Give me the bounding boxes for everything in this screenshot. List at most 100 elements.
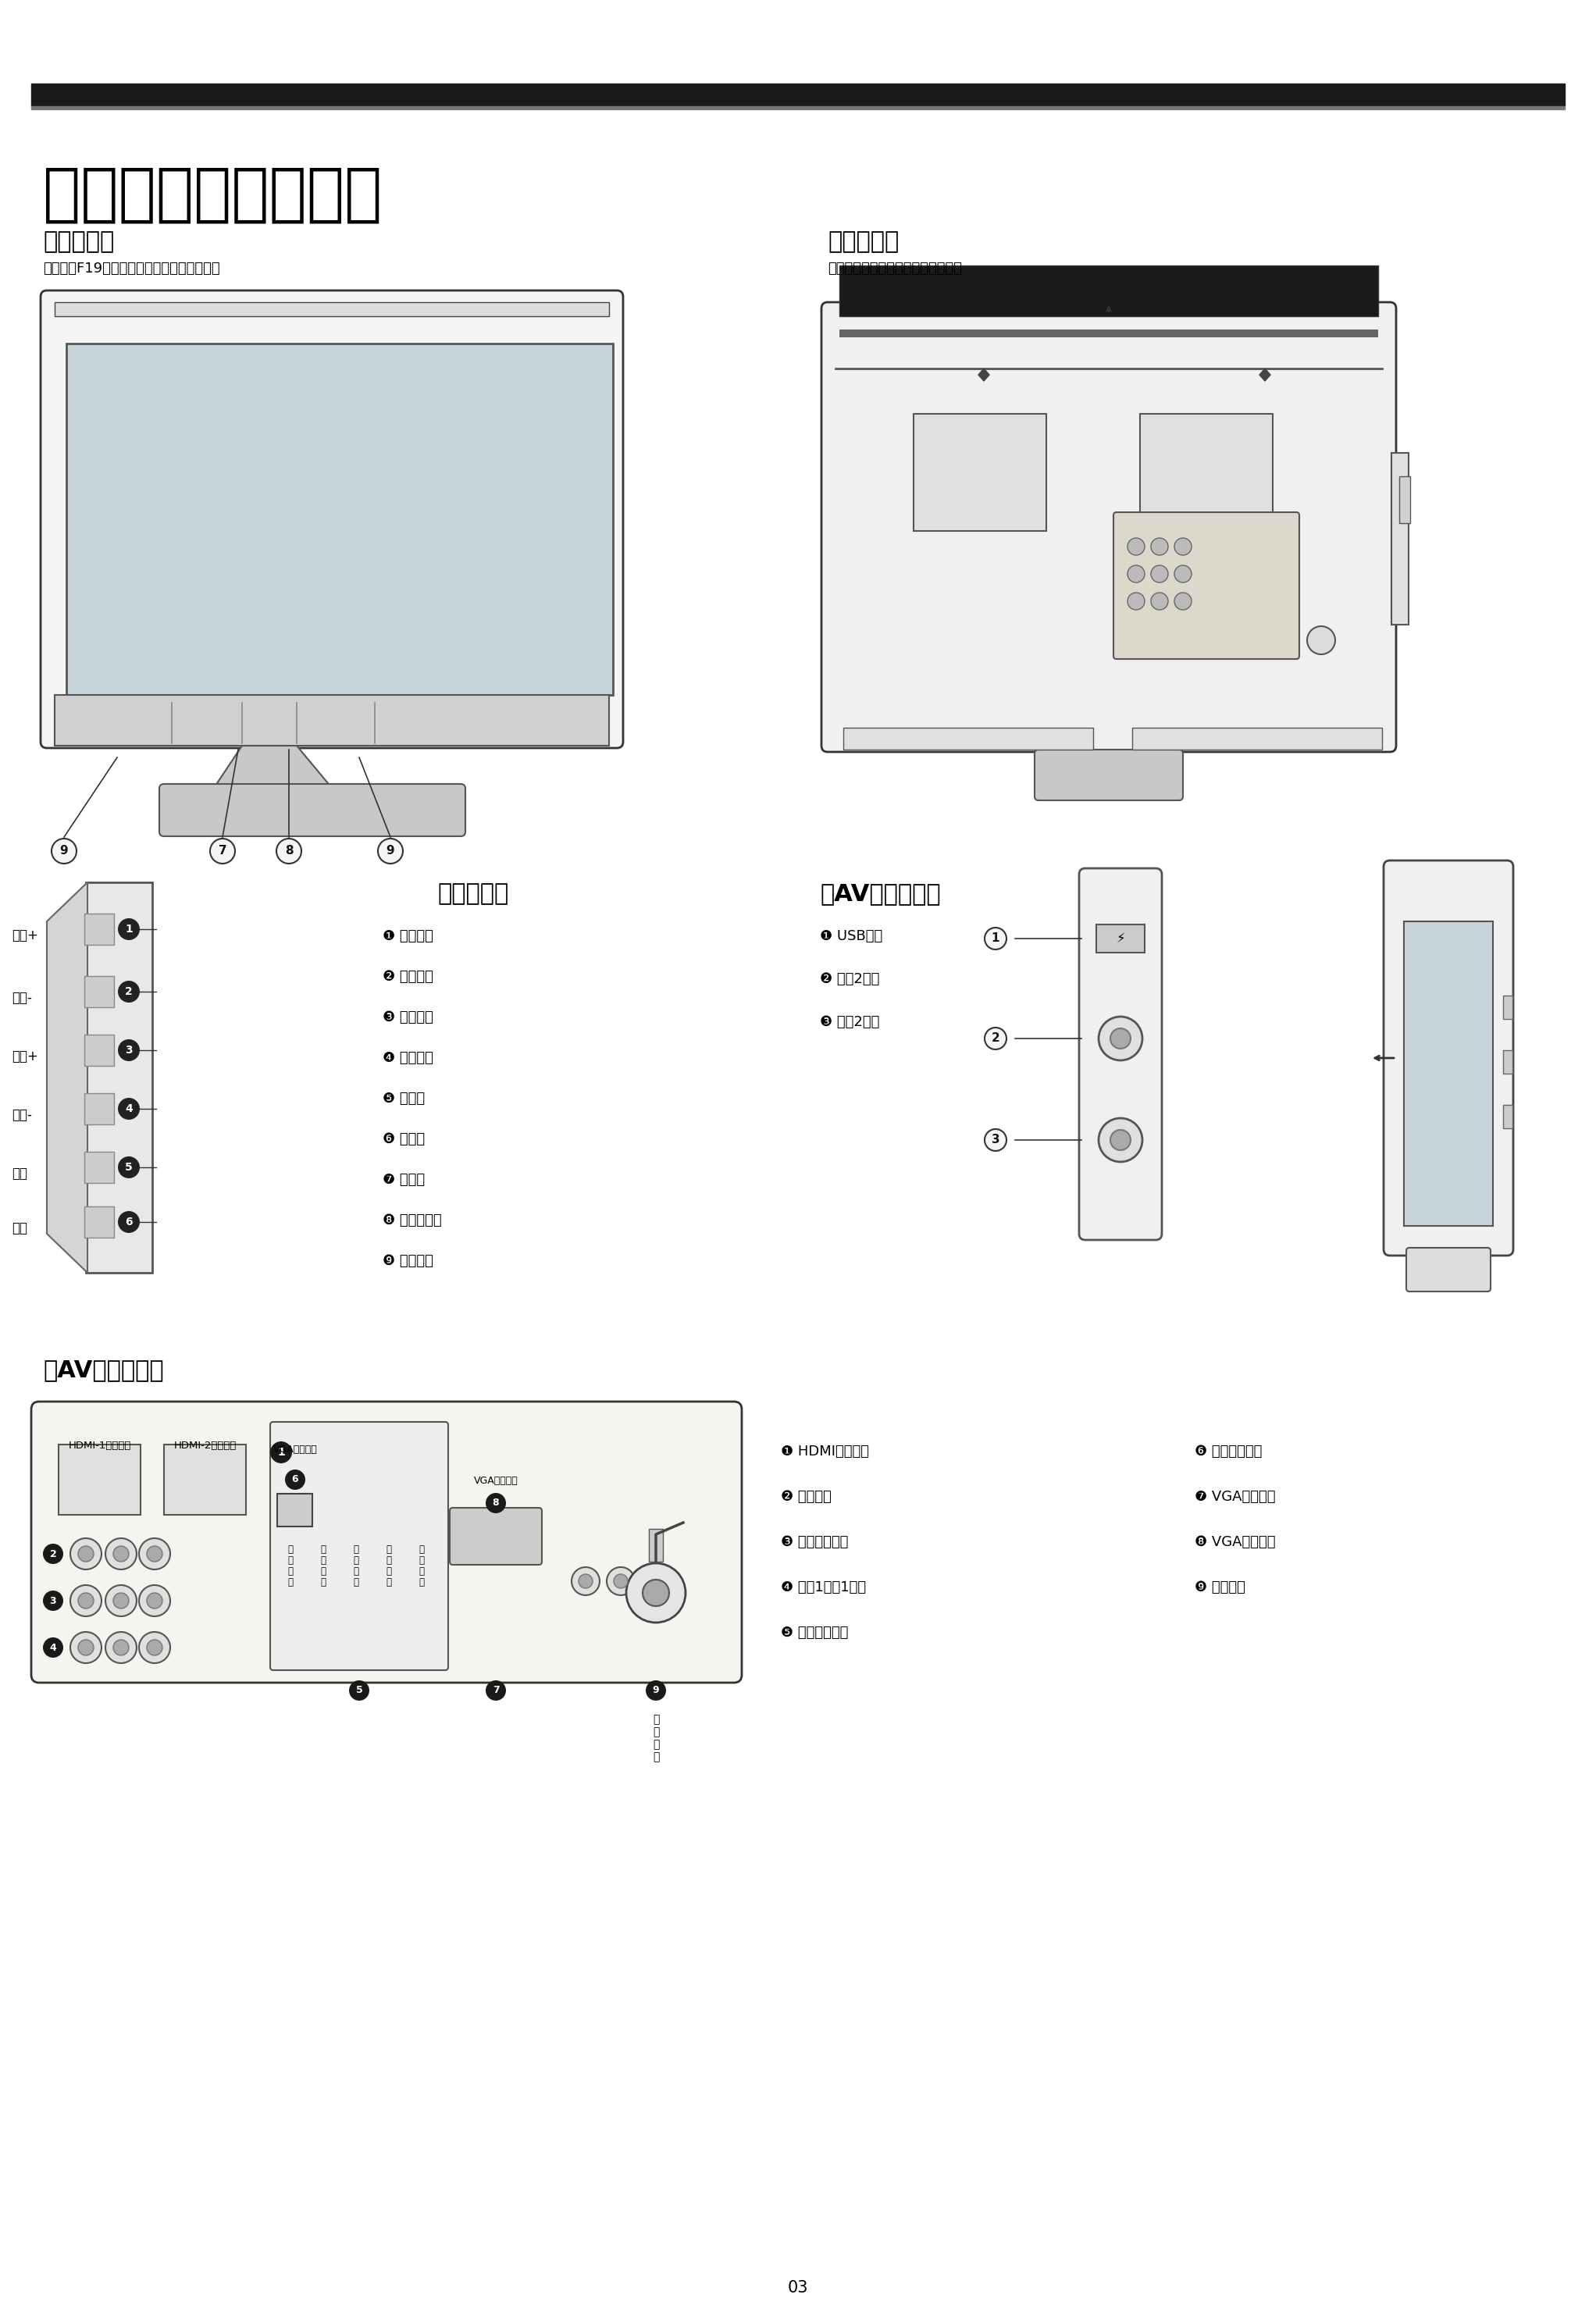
Text: 音量-: 音量- bbox=[11, 1109, 32, 1123]
Text: ❾ 左右脚八: ❾ 左右脚八 bbox=[383, 1254, 433, 1268]
Text: 侧AV端子示意图: 侧AV端子示意图 bbox=[820, 883, 940, 906]
Text: ❸ 分量音频输入: ❸ 分量音频输入 bbox=[780, 1535, 847, 1549]
Circle shape bbox=[350, 1680, 369, 1701]
Bar bbox=[59, 1445, 140, 1514]
Bar bbox=[54, 302, 610, 316]
Circle shape bbox=[643, 1579, 669, 1607]
Text: 9: 9 bbox=[61, 846, 69, 857]
Text: ❶ USB接口: ❶ USB接口 bbox=[820, 929, 883, 943]
FancyBboxPatch shape bbox=[1384, 860, 1513, 1256]
Text: ❺ 视频音频输出: ❺ 视频音频输出 bbox=[780, 1625, 847, 1639]
Circle shape bbox=[1098, 1017, 1143, 1060]
FancyBboxPatch shape bbox=[270, 1422, 448, 1671]
Text: 7: 7 bbox=[219, 846, 227, 857]
Text: 1: 1 bbox=[991, 934, 999, 945]
Text: 9: 9 bbox=[386, 846, 394, 857]
Bar bbox=[164, 1445, 246, 1514]
Text: 3: 3 bbox=[991, 1134, 999, 1146]
Text: ❹ 音量减键: ❹ 音量减键 bbox=[383, 1051, 433, 1065]
Bar bbox=[1503, 996, 1513, 1019]
Circle shape bbox=[70, 1632, 102, 1664]
Text: 3: 3 bbox=[49, 1595, 56, 1607]
Circle shape bbox=[1127, 565, 1144, 583]
Text: 1: 1 bbox=[278, 1448, 286, 1457]
Text: 6: 6 bbox=[292, 1475, 298, 1484]
Text: 按键示意图: 按键示意图 bbox=[437, 883, 509, 906]
Circle shape bbox=[286, 1471, 305, 1489]
Text: 7: 7 bbox=[493, 1685, 500, 1696]
Circle shape bbox=[1127, 537, 1144, 556]
Polygon shape bbox=[1259, 369, 1270, 380]
Circle shape bbox=[646, 1680, 666, 1701]
Circle shape bbox=[118, 917, 140, 940]
Text: ❷ 音频2输入: ❷ 音频2输入 bbox=[820, 973, 879, 987]
Text: 音
频
输
出: 音 频 输 出 bbox=[386, 1544, 391, 1588]
Text: HDMI-2信号输入: HDMI-2信号输入 bbox=[174, 1441, 236, 1450]
Bar bbox=[839, 265, 1379, 316]
Circle shape bbox=[147, 1593, 163, 1609]
Circle shape bbox=[985, 1129, 1007, 1150]
Polygon shape bbox=[46, 883, 88, 1272]
Bar bbox=[54, 694, 610, 747]
Circle shape bbox=[614, 1574, 627, 1588]
Circle shape bbox=[276, 839, 302, 864]
Circle shape bbox=[51, 839, 77, 864]
Circle shape bbox=[606, 1567, 635, 1595]
FancyBboxPatch shape bbox=[450, 1507, 543, 1565]
Text: 3: 3 bbox=[124, 1044, 132, 1056]
Text: 2: 2 bbox=[49, 1549, 56, 1558]
Circle shape bbox=[118, 980, 140, 1003]
Text: ❸ 视频2输入: ❸ 视频2输入 bbox=[820, 1014, 879, 1028]
FancyBboxPatch shape bbox=[1114, 512, 1299, 659]
Text: 菜单: 菜单 bbox=[11, 1166, 27, 1180]
Circle shape bbox=[1307, 627, 1336, 655]
Text: 音
频
输
入: 音 频 输 入 bbox=[353, 1544, 359, 1588]
Circle shape bbox=[139, 1586, 171, 1616]
Text: ❼ 指示灯: ❼ 指示灯 bbox=[383, 1173, 425, 1187]
Bar bbox=[843, 728, 1093, 749]
Text: ❹ 视频1音频1输入: ❹ 视频1音频1输入 bbox=[780, 1581, 867, 1595]
Text: （此处仅为示意图，请以实物为准）: （此处仅为示意图，请以实物为准） bbox=[828, 260, 962, 277]
Circle shape bbox=[1175, 565, 1192, 583]
Text: 9: 9 bbox=[653, 1685, 659, 1696]
Circle shape bbox=[118, 1210, 140, 1233]
Bar bbox=[67, 343, 613, 694]
Circle shape bbox=[378, 839, 402, 864]
Circle shape bbox=[485, 1494, 506, 1514]
Bar bbox=[278, 1494, 313, 1526]
Circle shape bbox=[1111, 1028, 1130, 1049]
Text: 2: 2 bbox=[124, 987, 132, 998]
Circle shape bbox=[139, 1632, 171, 1664]
Circle shape bbox=[1151, 565, 1168, 583]
Bar bbox=[650, 1528, 662, 1563]
Circle shape bbox=[43, 1544, 64, 1565]
Circle shape bbox=[139, 1537, 171, 1570]
FancyBboxPatch shape bbox=[40, 290, 622, 749]
Bar bbox=[1096, 924, 1144, 952]
Circle shape bbox=[147, 1547, 163, 1563]
FancyBboxPatch shape bbox=[160, 784, 466, 837]
Text: 视
频
输
入: 视 频 输 入 bbox=[287, 1544, 294, 1588]
Circle shape bbox=[70, 1537, 102, 1570]
Text: 8: 8 bbox=[284, 846, 294, 857]
Bar bbox=[1400, 477, 1411, 523]
Text: ❽ 遥控接收窗: ❽ 遥控接收窗 bbox=[383, 1212, 442, 1229]
Bar bbox=[1503, 1104, 1513, 1127]
Circle shape bbox=[571, 1567, 600, 1595]
Bar bbox=[1132, 728, 1382, 749]
Text: 6: 6 bbox=[124, 1217, 132, 1229]
Text: 天
线
输
入: 天 线 输 入 bbox=[653, 1715, 659, 1763]
Text: 正面示意图: 正面示意图 bbox=[43, 230, 115, 254]
Bar bbox=[85, 1152, 113, 1182]
Circle shape bbox=[985, 1028, 1007, 1049]
Text: ❼ VGA信号输入: ❼ VGA信号输入 bbox=[1195, 1489, 1275, 1503]
Text: 信源: 信源 bbox=[11, 1222, 27, 1235]
Circle shape bbox=[70, 1586, 102, 1616]
Text: ❺ 菜单键: ❺ 菜单键 bbox=[383, 1093, 425, 1106]
Text: VGA音频输入: VGA音频输入 bbox=[273, 1445, 318, 1454]
Text: ❸ 音量增键: ❸ 音量增键 bbox=[383, 1010, 433, 1023]
Circle shape bbox=[113, 1593, 129, 1609]
Circle shape bbox=[113, 1639, 129, 1655]
Polygon shape bbox=[211, 747, 335, 793]
Circle shape bbox=[485, 1680, 506, 1701]
